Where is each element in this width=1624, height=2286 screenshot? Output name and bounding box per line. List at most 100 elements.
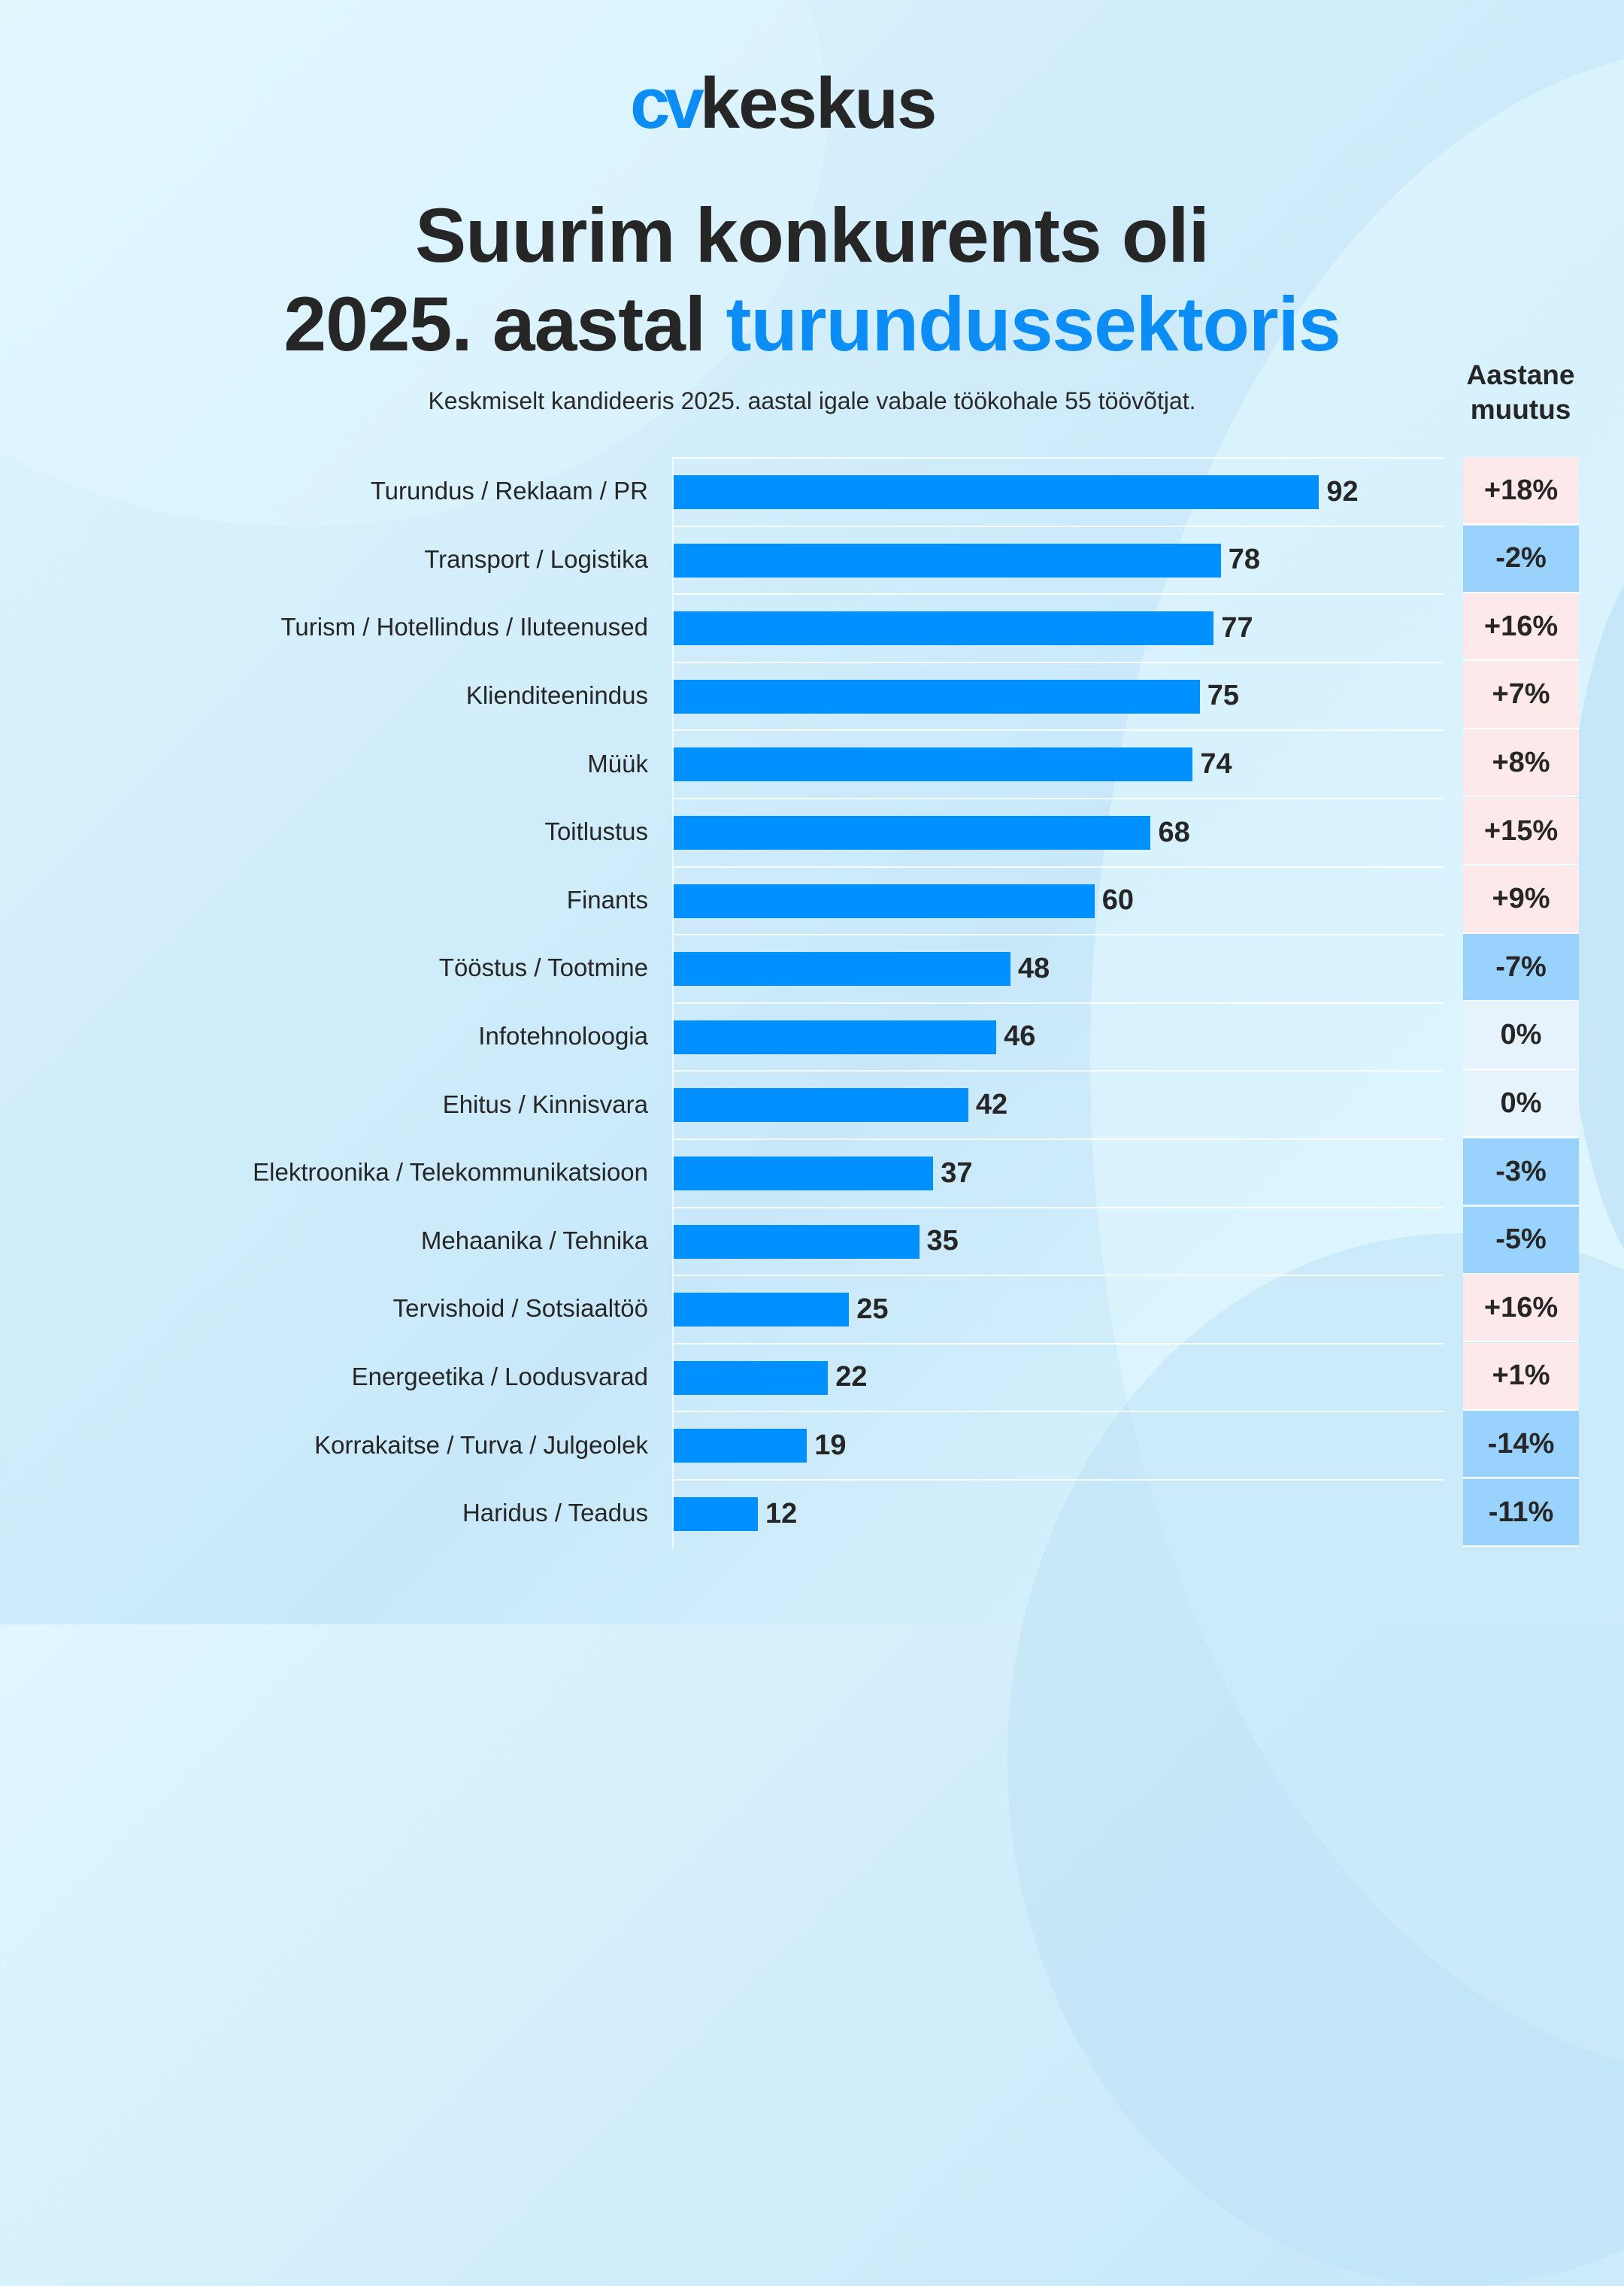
change-header-line-2: muutus (1470, 394, 1571, 425)
chart-row: Haridus / Teadus 12 -11% (0, 1479, 1624, 1548)
change-cell: +9% (1463, 866, 1579, 934)
category-label: Tööstus / Tootmine (438, 954, 648, 982)
change-cell: 0% (1463, 1070, 1579, 1138)
change-cell: -14% (1463, 1411, 1579, 1479)
value-label: 25 (856, 1293, 889, 1325)
category-label: Tervishoid / Sotsiaaltöö (392, 1294, 648, 1323)
change-cell: -3% (1463, 1138, 1579, 1206)
category-label: Toitlustus (544, 817, 648, 846)
value-bar (674, 1088, 968, 1123)
chart-row: Energeetika / Loodusvarad 22 +1% (0, 1342, 1624, 1411)
chart-row: Turundus / Reklaam / PR 92 +18% (0, 457, 1624, 526)
value-bar (674, 1293, 850, 1327)
category-label: Mehaanika / Tehnika (420, 1226, 648, 1254)
category-label: Infotehnoloogia (478, 1022, 648, 1051)
chart-row: Mehaanika / Tehnika 35 -5% (0, 1206, 1624, 1275)
logo-keskus: keskus (699, 63, 938, 144)
category-label: Haridus / Teadus (462, 1499, 648, 1527)
row-divider (674, 934, 1444, 936)
chart-row: Tööstus / Tootmine 48 -7% (0, 934, 1624, 1002)
change-cell: -11% (1463, 1479, 1579, 1547)
chart-row: Elektroonika / Telekommunikatsioon 37 -3% (0, 1138, 1624, 1207)
chart-axis (672, 457, 674, 1549)
value-label: 46 (1004, 1020, 1036, 1053)
value-label: 60 (1101, 884, 1135, 917)
row-divider (674, 525, 1444, 527)
change-cell: -2% (1463, 525, 1579, 593)
category-label: Turism / Hotellindus / Iluteenused (280, 613, 648, 641)
category-label: Müük (587, 749, 648, 778)
title-line-2: 2025. aastal turundussektoris (0, 280, 1624, 368)
value-label: 19 (814, 1429, 847, 1461)
change-cell: -5% (1463, 1206, 1579, 1275)
value-label: 42 (975, 1088, 1008, 1120)
row-divider (674, 1275, 1444, 1277)
value-bar (674, 1020, 997, 1054)
category-label: Korrakaitse / Turva / Julgeolek (314, 1430, 648, 1459)
value-bar (674, 1157, 934, 1190)
value-label: 74 (1200, 747, 1232, 780)
chart-row: Toitlustus 68 +15% (0, 798, 1624, 866)
value-label: 37 (941, 1157, 973, 1189)
row-divider (674, 729, 1444, 732)
change-cell: 0% (1463, 1002, 1579, 1070)
row-divider (674, 1070, 1444, 1072)
page-title: Suurim konkurents oli 2025. aastal turun… (0, 191, 1624, 368)
change-cell: -7% (1463, 934, 1579, 1002)
row-divider (674, 661, 1444, 663)
value-bar (674, 816, 1151, 850)
change-cell: +1% (1463, 1342, 1579, 1411)
value-label: 22 (835, 1361, 868, 1393)
change-cell: +8% (1463, 729, 1579, 798)
change-column-header: Aastane muutus (1451, 358, 1590, 427)
row-divider (674, 593, 1444, 596)
change-cell: +15% (1463, 798, 1579, 866)
value-bar (674, 475, 1320, 509)
chart-row: Infotehnoloogia 46 0% (0, 1002, 1624, 1071)
value-bar (674, 884, 1095, 918)
chart-row: Finants 60 +9% (0, 866, 1624, 935)
category-label: Klienditeenindus (465, 681, 648, 710)
value-label: 48 (1017, 952, 1050, 984)
value-bar (674, 679, 1200, 714)
value-bar (674, 952, 1010, 987)
category-label: Transport / Logistika (424, 544, 648, 573)
row-divider (674, 866, 1444, 868)
title-line-1: Suurim konkurents oli (415, 193, 1210, 278)
logo-cv: cv (630, 63, 704, 144)
value-bar (674, 611, 1214, 646)
category-label: Turundus / Reklaam / PR (370, 477, 648, 505)
row-divider (674, 1411, 1444, 1413)
value-bar (674, 1360, 829, 1395)
title-highlight: turundussektoris (726, 281, 1341, 367)
category-label: Elektroonika / Telekommunikatsioon (253, 1158, 648, 1187)
value-label: 75 (1207, 680, 1240, 712)
change-cell: +18% (1463, 457, 1579, 525)
value-label: 12 (765, 1497, 798, 1530)
value-label: 78 (1228, 544, 1261, 576)
chart-row: Korrakaitse / Turva / Julgeolek 19 -14% (0, 1411, 1624, 1479)
subtitle: Keskmiselt kandideeris 2025. aastal igal… (428, 387, 1196, 414)
chart-row: Ehitus / Kinnisvara 42 0% (0, 1070, 1624, 1138)
change-header-line-1: Aastane (1466, 359, 1575, 390)
row-divider (674, 457, 1444, 459)
value-bar (674, 543, 1221, 578)
cvkeskus-logo: cv keskus (630, 63, 938, 144)
change-cell: +16% (1463, 593, 1579, 662)
value-bar (674, 747, 1193, 782)
chart-row: Turism / Hotellindus / Iluteenused 77 +16% (0, 593, 1624, 662)
chart-row: Müük 74 +8% (0, 729, 1624, 798)
chart-row: Tervishoid / Sotsiaaltöö 25 +16% (0, 1275, 1624, 1343)
row-divider (674, 1206, 1444, 1208)
value-bar (674, 1497, 758, 1531)
value-label: 35 (926, 1225, 959, 1257)
row-divider (674, 1479, 1444, 1481)
chart-row: Klienditeenindus 75 +7% (0, 661, 1624, 730)
row-divider (674, 798, 1444, 799)
value-bar (674, 1224, 920, 1259)
change-cell: +16% (1463, 1275, 1579, 1343)
row-divider (674, 1342, 1444, 1345)
change-cell: +7% (1463, 661, 1579, 729)
value-label: 68 (1158, 816, 1190, 848)
category-label: Energeetika / Loodusvarad (351, 1363, 648, 1391)
